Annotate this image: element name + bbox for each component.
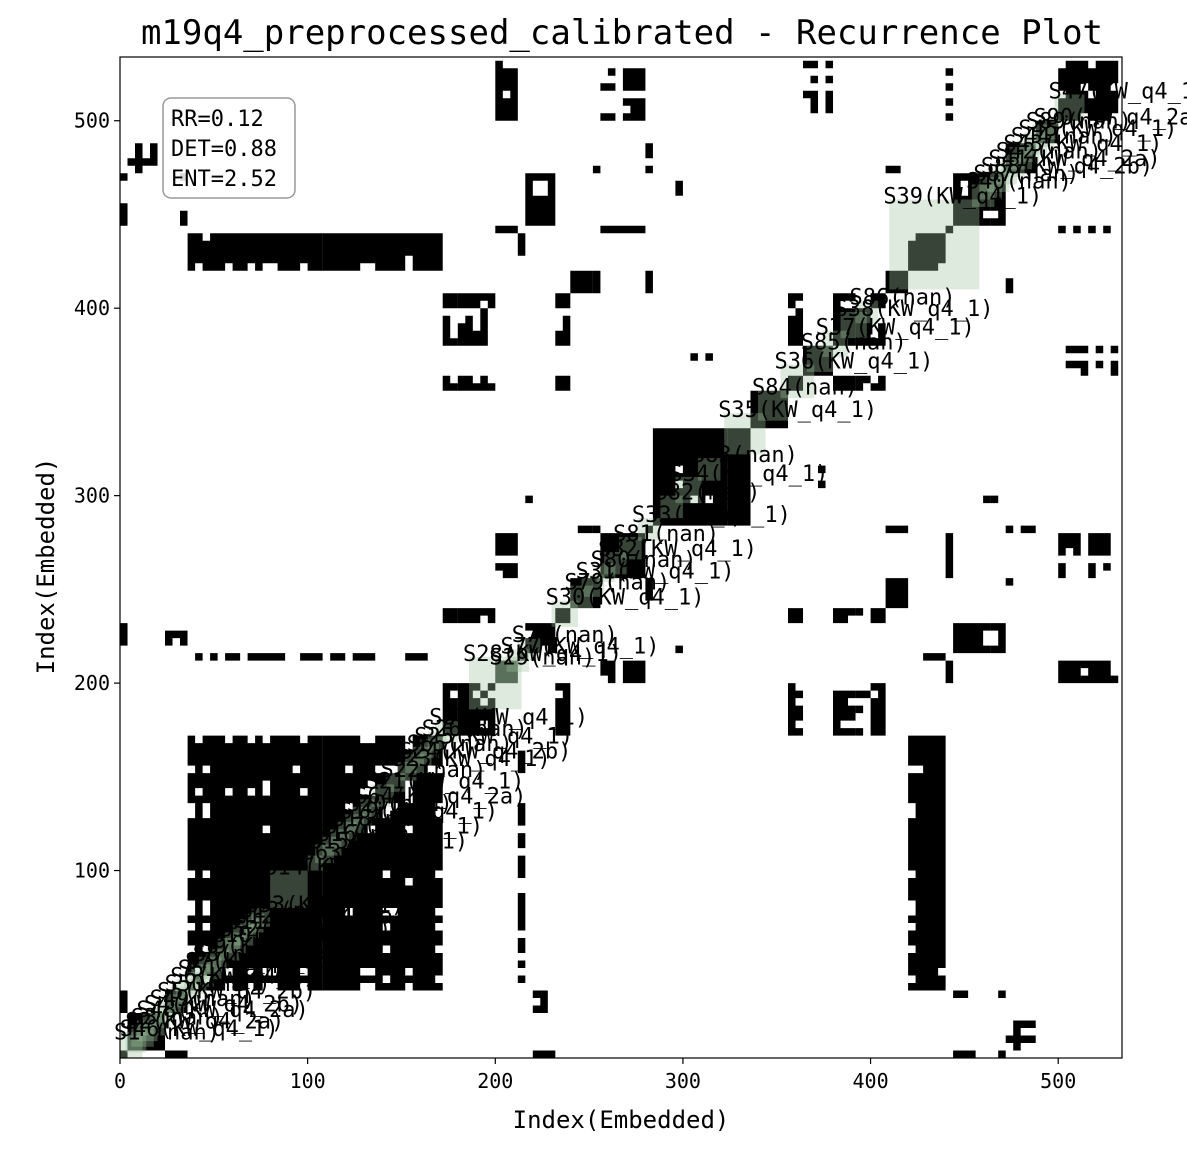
x-tick-label: 0 xyxy=(114,1069,126,1093)
y-axis-label: Index(Embedded) xyxy=(32,458,60,675)
chart-title: m19q4_preprocessed_calibrated - Recurren… xyxy=(141,13,1103,53)
y-tick-label: 200 xyxy=(74,671,110,695)
x-tick-label: 100 xyxy=(290,1069,326,1093)
plot-area: S1 (nan)S46(KW_q4_1)S2(KW_q4_2a)S3(nan)S… xyxy=(114,57,1187,1058)
segment-label: S47(KW_q4_1) xyxy=(1048,79,1187,104)
x-tick-label: 400 xyxy=(852,1069,888,1093)
segment-label: S78(nan) xyxy=(512,623,618,648)
segment-label: S35(KW_q4_1) xyxy=(718,398,877,423)
segment-label: S86(nan) xyxy=(850,286,956,311)
x-tick-label: 200 xyxy=(477,1069,513,1093)
segment-label: S53(KW_q4_1) xyxy=(245,893,404,918)
segment-label: S83(nan) xyxy=(692,443,798,468)
x-axis: 0 100 200 300 400 500 xyxy=(114,1058,1076,1093)
stats-box: RR=0.12 DET=0.88 ENT=2.52 xyxy=(163,98,295,198)
segment-block xyxy=(889,199,979,289)
y-axis: 100 200 300 400 500 xyxy=(74,109,120,883)
stat-det: DET=0.88 xyxy=(171,137,277,162)
segment-label: S33(KW_q4_1) xyxy=(632,503,791,528)
x-tick-label: 500 xyxy=(1040,1069,1076,1093)
segment-label: S27(KW_q4_1) xyxy=(429,706,588,731)
y-tick-label: 300 xyxy=(74,484,110,508)
segment-label: S90(KW_q4_2a) xyxy=(1033,106,1187,131)
y-tick-label: 100 xyxy=(74,859,110,883)
segment-label: S84(nan) xyxy=(752,376,858,401)
stat-rr: RR=0.12 xyxy=(171,107,264,132)
x-tick-label: 300 xyxy=(665,1069,701,1093)
y-tick-label: 500 xyxy=(74,109,110,133)
y-tick-label: 400 xyxy=(74,296,110,320)
x-axis-label: Index(Embedded) xyxy=(513,1106,730,1134)
stat-ent: ENT=2.52 xyxy=(171,167,277,192)
